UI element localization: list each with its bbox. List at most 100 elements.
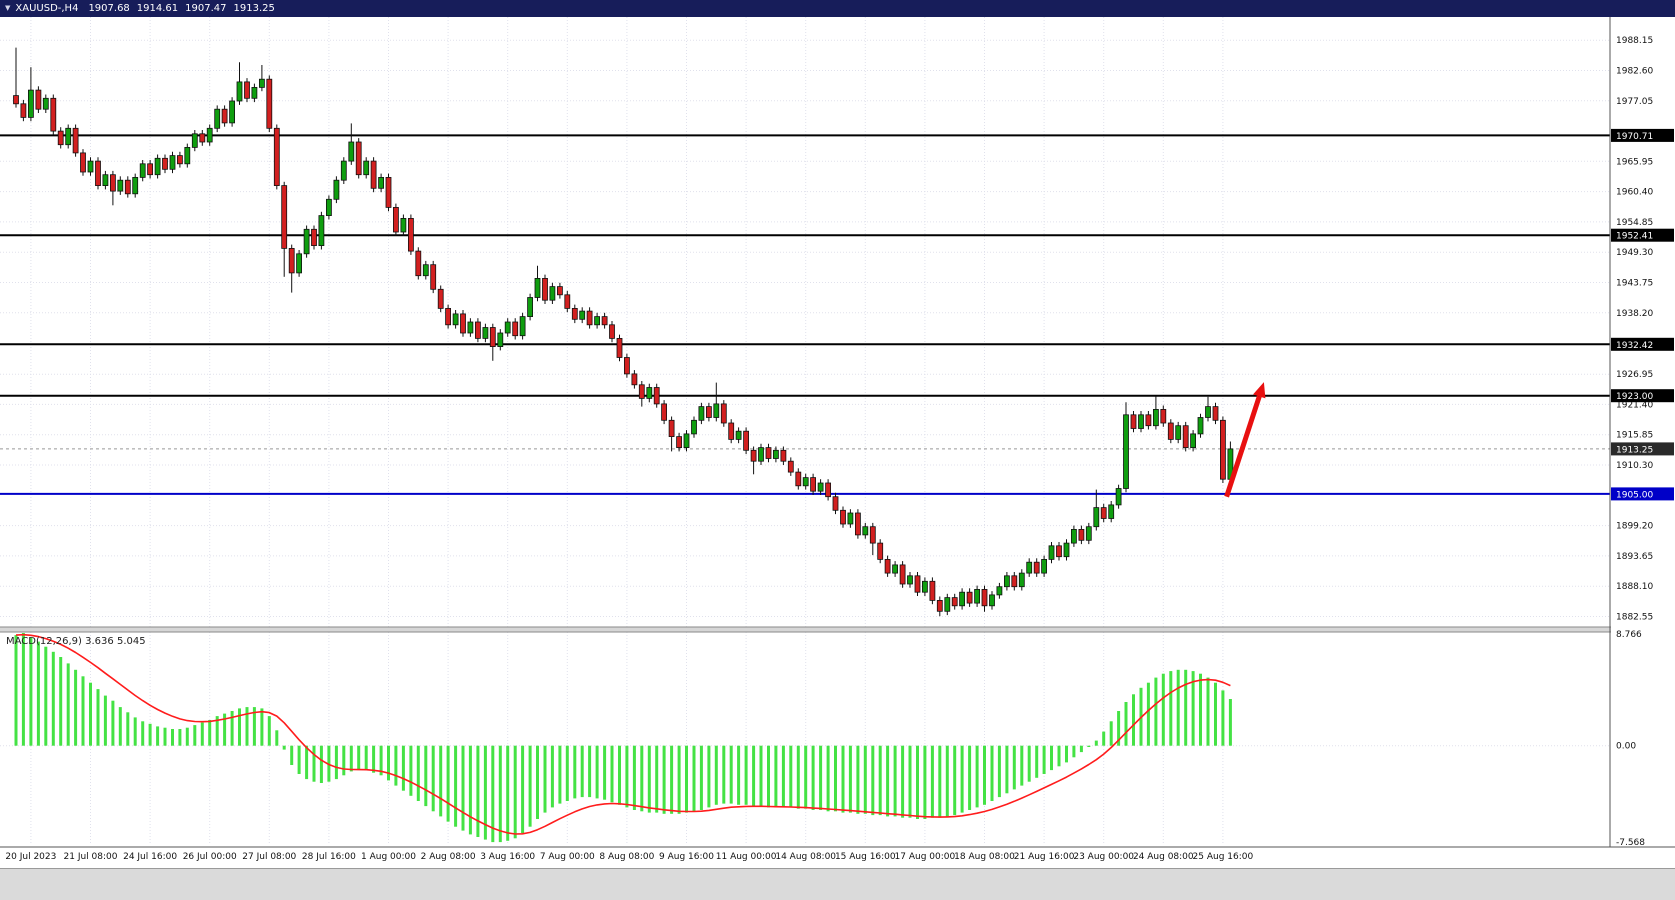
price-axis[interactable] [1611,17,1675,847]
price-level-label: 1932.42 [1611,337,1674,351]
candle [288,244,295,293]
candle [1056,542,1062,561]
price-level-label: 1913.25 [1611,442,1674,456]
candle [1026,558,1033,577]
time-axis-label: 21 Aug 16:00 [1014,852,1075,862]
candle [325,195,332,220]
candle [1108,501,1115,523]
candle [1130,411,1137,433]
candle [862,522,869,539]
time-axis-label: 20 Jul 2023 [5,852,56,862]
candle [162,154,168,174]
candle [951,593,958,610]
pane-separator[interactable] [0,626,1675,633]
candle [855,509,861,539]
candle [20,99,27,122]
candle [244,78,250,103]
candle [340,157,347,184]
candle [683,430,690,452]
candle [407,214,414,255]
price-level-label: 1905.00 [1611,487,1674,501]
candle [892,561,898,577]
candle [482,323,489,343]
candle [743,427,749,455]
symbol-dropdown-icon[interactable]: ▼ [5,4,11,12]
candle [117,176,124,195]
candle [57,127,64,149]
candle [914,572,921,596]
candle [467,318,474,337]
candle [616,334,623,362]
time-axis-label: 24 Aug 08:00 [1133,852,1194,862]
candle [735,427,742,444]
candle [586,307,593,329]
candle [638,381,645,407]
candle [661,400,667,425]
candle [795,468,802,490]
time-axis-label: 2 Aug 08:00 [421,852,476,862]
candle [549,282,556,304]
candle [258,65,265,92]
candle [974,585,980,607]
time-axis-label: 15 Aug 16:00 [835,852,896,862]
chart-titlebar: ▼ XAUUSD-,H4 1907.68 1914.61 1907.47 191… [0,0,1675,17]
macd-value: 3.636 [85,636,114,647]
price-axis-label: 1938.20 [1616,309,1653,319]
candle [437,285,444,313]
candle [631,370,638,389]
candle [176,151,183,168]
time-axis-label: 27 Jul 08:00 [242,852,296,862]
candle [653,383,660,408]
candle [817,479,824,495]
time-axis[interactable]: 20 Jul 2023 21 Jul 08:00 24 Jul 16:00 26 Ju… [5,852,1253,862]
candle [124,176,131,198]
macd-scale-zero: 0.00 [1616,742,1636,752]
candle [191,130,198,152]
candle [460,310,466,337]
candle [787,457,794,476]
candle [1153,396,1159,430]
macd-scale-min: -7.568 [1616,838,1645,848]
macd-scale-max: 8.766 [1616,630,1642,640]
candle [758,443,764,465]
candle [497,329,504,351]
ohlc-high: 1914.61 [136,3,179,14]
candle [929,577,936,605]
candle [765,443,772,463]
candle [698,402,705,425]
price-axis-label: 1954.85 [1616,218,1653,228]
candle [1071,525,1077,547]
time-axis-label: 21 Jul 08:00 [64,852,118,862]
grid-lines [0,17,1610,843]
candle [1182,421,1189,452]
price-axis-label: 1882.55 [1616,613,1653,623]
candle [773,446,779,463]
candle [1100,503,1107,523]
macd-signal-line [15,633,1231,835]
candle [1197,413,1204,438]
candle [1078,525,1085,545]
trend-arrow [1224,382,1266,498]
candle [1048,542,1055,564]
price-axis-label: 1949.30 [1616,248,1653,258]
candle [564,290,571,313]
candle [102,170,109,190]
ohlc-low: 1907.47 [185,3,227,14]
candle [907,572,913,588]
candle [1167,419,1174,444]
candle [706,402,712,422]
time-axis-label: 1 Aug 00:00 [361,852,416,862]
candle [832,492,839,515]
candle [363,157,370,179]
candle [318,211,325,250]
candle [571,304,578,324]
candle [1011,572,1018,591]
price-axis-label: 1899.20 [1616,522,1653,532]
candle [221,105,228,127]
candle [110,170,116,206]
candle [184,143,191,168]
candle [728,419,735,444]
candle [95,157,101,190]
macd-signal-value: 5.045 [117,636,146,647]
